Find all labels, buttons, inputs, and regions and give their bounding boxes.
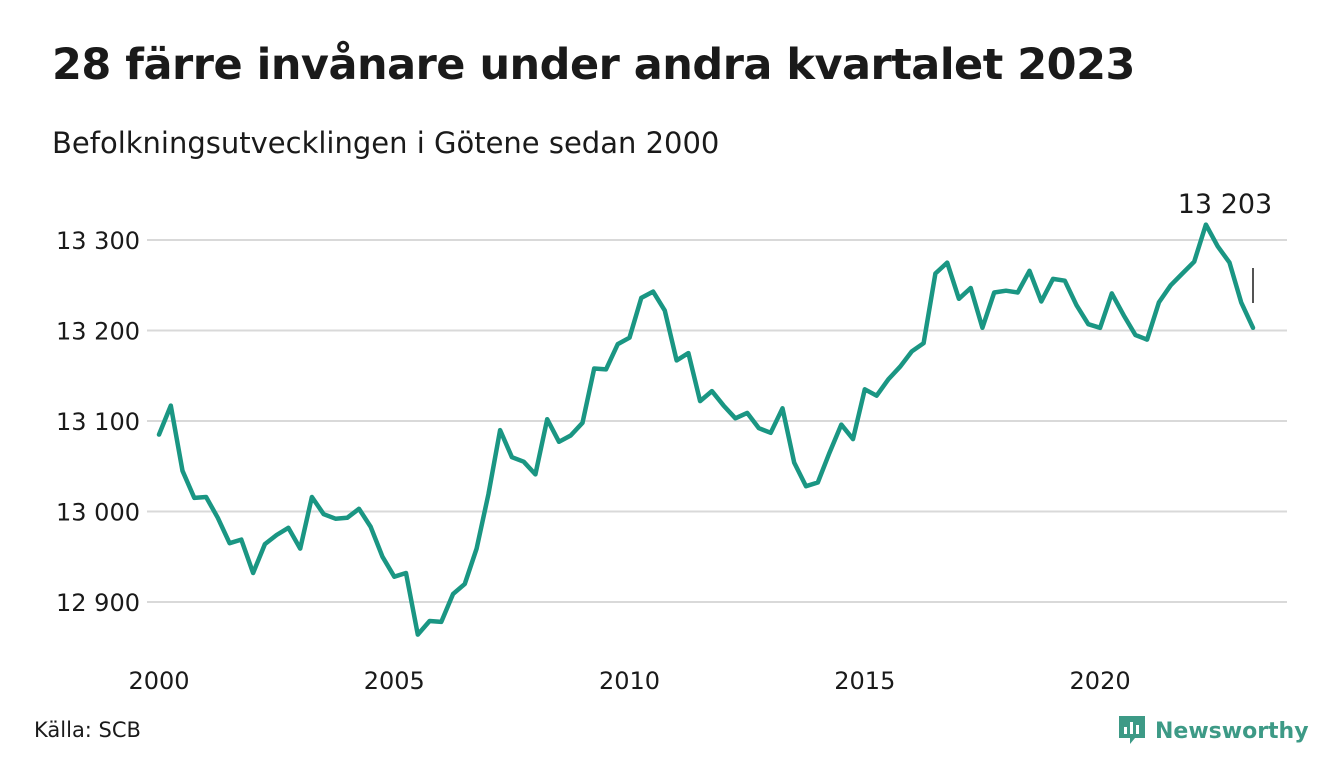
chart-subtitle: Befolkningsutvecklingen i Götene sedan 2…	[52, 126, 720, 160]
x-tick-label: 2000	[128, 667, 189, 695]
y-tick-label: 13 000	[56, 499, 140, 527]
chart-title: 28 färre invånare under andra kvartalet …	[52, 40, 1135, 90]
population-series-line	[156, 222, 1256, 637]
source-note: Källa: SCB	[34, 718, 141, 742]
y-tick-label: 13 200	[56, 318, 140, 346]
y-tick-label: 12 900	[56, 589, 140, 617]
y-tick-label: 13 100	[56, 408, 140, 436]
grid-lines	[147, 239, 1287, 603]
y-tick-label: 13 300	[56, 227, 140, 255]
y-axis-labels: 12 900 13 000 13 100 13 200 13 300	[56, 227, 140, 617]
newsworthy-brand[interactable]: Newsworthy	[1117, 712, 1309, 750]
x-tick-label: 2005	[364, 667, 425, 695]
end-value-label: 13 203	[1178, 189, 1272, 220]
x-tick-label: 2020	[1070, 667, 1131, 695]
x-tick-label: 2015	[834, 667, 895, 695]
x-tick-label: 2010	[599, 667, 660, 695]
x-axis-labels: 2000 2005 2010 2015 2020	[128, 667, 1130, 695]
newsworthy-brand-name: Newsworthy	[1155, 718, 1309, 744]
newsworthy-logo-icon	[1117, 712, 1147, 750]
